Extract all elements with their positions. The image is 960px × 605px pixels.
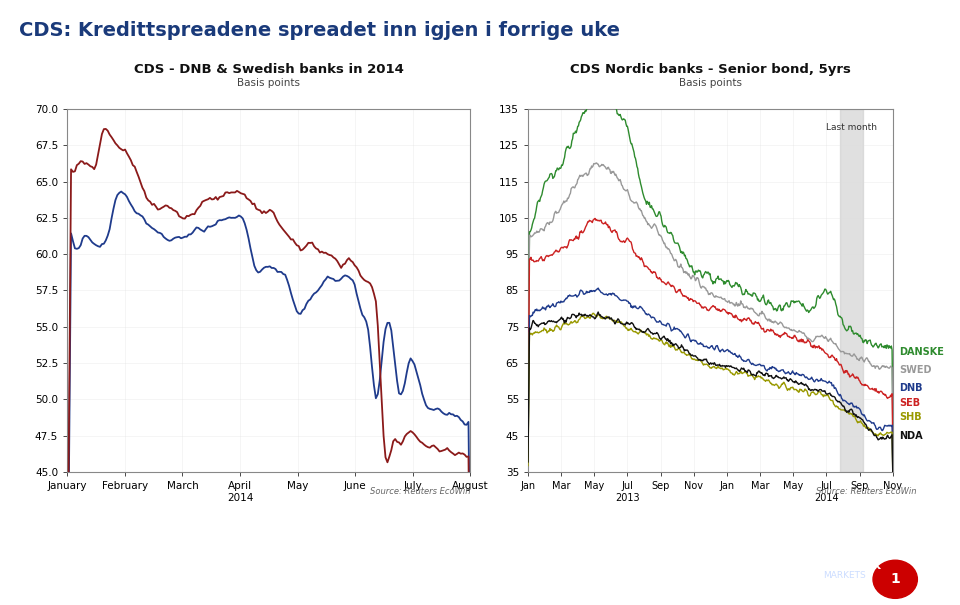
- Text: CDS = Pris på konkursbeskyttelse for senior lån i basispunkter.: CDS = Pris på konkursbeskyttelse for sen…: [53, 558, 360, 571]
- Text: Basis points: Basis points: [237, 77, 300, 88]
- Text: Last month: Last month: [826, 123, 876, 132]
- Bar: [840, 109, 863, 472]
- Text: SWED: SWED: [900, 365, 932, 375]
- Text: SEB: SEB: [900, 398, 921, 408]
- Text: DANSKE: DANSKE: [900, 347, 945, 357]
- Circle shape: [873, 560, 918, 598]
- Text: Source: Reuters EcoWin: Source: Reuters EcoWin: [816, 487, 917, 496]
- Text: CDS Nordic banks - Senior bond, 5yrs: CDS Nordic banks - Senior bond, 5yrs: [570, 63, 851, 76]
- Text: MARKETS: MARKETS: [824, 572, 866, 580]
- Text: DNB: DNB: [900, 384, 923, 393]
- Text: NDA: NDA: [900, 431, 924, 440]
- Text: Basis points: Basis points: [679, 77, 742, 88]
- Text: CDS - DNB & Swedish banks in 2014: CDS - DNB & Swedish banks in 2014: [133, 63, 404, 76]
- Text: Source: Reuters EcoWin: Source: Reuters EcoWin: [370, 487, 470, 496]
- Text: 18: 18: [14, 561, 37, 579]
- Text: SHB: SHB: [900, 413, 922, 422]
- Text: SpareBank: SpareBank: [809, 559, 880, 572]
- Text: Swedish
banks: Swedish banks: [0, 604, 1, 605]
- Text: DNB: DNB: [0, 604, 1, 605]
- Text: Merk at det kan være store avvik mellom CDS markedet og cash-markedet: Merk at det kan være store avvik mellom …: [53, 570, 420, 580]
- Text: 07/07/2014: 07/07/2014: [667, 563, 734, 577]
- Text: CDS: Kredittspreadene spreadet inn igjen i forrige uke: CDS: Kredittspreadene spreadet inn igjen…: [19, 21, 620, 40]
- Text: 1: 1: [890, 572, 900, 586]
